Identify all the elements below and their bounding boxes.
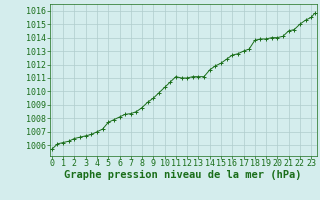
X-axis label: Graphe pression niveau de la mer (hPa): Graphe pression niveau de la mer (hPa)	[64, 170, 302, 180]
